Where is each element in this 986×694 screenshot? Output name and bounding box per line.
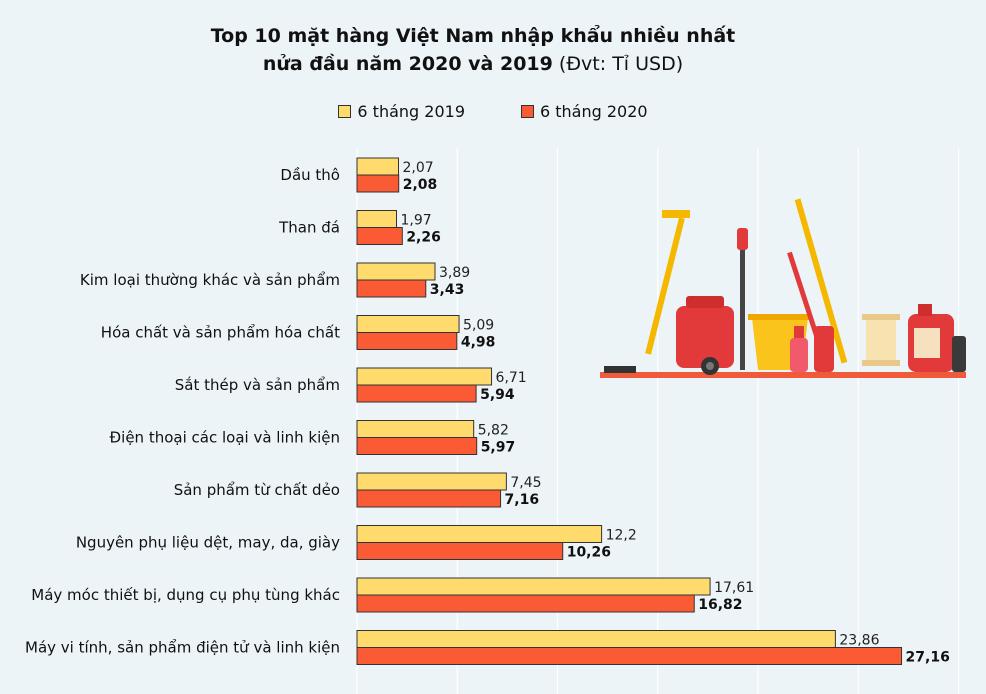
category-label: Sắt thép và sản phẩm [175, 376, 340, 394]
category-label: Kim loại thường khác và sản phẩm [80, 271, 340, 289]
bar-2020 [356, 594, 695, 613]
legend-swatch-2020 [521, 105, 534, 118]
bar-2020 [356, 489, 502, 508]
bar-2019 [356, 262, 436, 281]
value-label-2019: 2,07 [403, 160, 434, 176]
legend-item-2020: 6 tháng 2020 [521, 102, 648, 121]
category-label: Máy vi tính, sản phẩm điện tử và linh ki… [25, 639, 340, 657]
value-label-2019: 23,86 [839, 633, 879, 649]
bar-2020 [356, 542, 564, 560]
category-labels: Dầu thô Than đá Kim loại thường khác và sả… [25, 166, 340, 657]
value-label-2019: 5,09 [463, 318, 494, 334]
category-label: Điện thoại các loại và linh kiện [110, 429, 340, 447]
value-label-2019: 7,45 [510, 475, 541, 491]
legend-label-2020: 6 tháng 2020 [540, 102, 648, 121]
value-label-2020: 7,16 [505, 492, 540, 508]
category-label: Nguyên phụ liệu dệt, may, da, giày [76, 534, 340, 552]
bar-2019 [356, 157, 400, 176]
value-label-2020: 5,94 [480, 387, 515, 403]
category-label: Than đá [278, 219, 340, 237]
category-label: Máy móc thiết bị, dụng cụ phụ tùng khác [31, 586, 340, 604]
bar-2019 [356, 472, 507, 491]
bar-2019 [356, 367, 493, 386]
bar-2019 [356, 525, 603, 543]
value-label-2020: 10,26 [567, 545, 611, 561]
bar-2020 [356, 174, 400, 193]
bar-2019 [356, 577, 711, 596]
value-label-2020: 5,97 [481, 440, 516, 456]
value-label-2019: 1,97 [400, 213, 431, 229]
title-line-2: nửa đầu năm 2020 và 2019 [262, 53, 553, 75]
value-label-2019: 6,71 [496, 370, 527, 386]
bar-2019 [356, 630, 836, 648]
value-label-2020: 2,26 [406, 230, 441, 246]
bar-2020 [356, 279, 427, 298]
bar-2019 [356, 210, 397, 228]
bars: 2,072,08 1,972,26 3,893,43 5,094,98 6,715,94… [356, 157, 950, 666]
value-label-2019: 5,82 [478, 423, 509, 439]
bar-2019 [356, 315, 460, 333]
value-label-2019: 17,61 [714, 580, 754, 596]
bar-2020 [356, 437, 478, 455]
value-label-2020: 2,08 [403, 177, 438, 193]
category-label: Dầu thô [280, 166, 340, 184]
title-unit: (Đvt: Tỉ USD) [558, 53, 684, 75]
value-label-2020: 27,16 [906, 650, 950, 666]
legend-item-2019: 6 tháng 2019 [338, 102, 465, 121]
value-label-2020: 16,82 [698, 597, 742, 613]
cleaning-tools-illustration [600, 198, 966, 378]
value-label-2020: 3,43 [430, 282, 465, 298]
bar-2020 [356, 384, 477, 403]
value-label-2019: 12,2 [606, 528, 637, 544]
bar-2020 [356, 227, 403, 245]
value-label-2020: 4,98 [461, 335, 496, 351]
category-label: Sản phẩm từ chất dẻo [174, 481, 340, 499]
bar-2019 [356, 420, 475, 438]
title-line-1: Top 10 mặt hàng Việt Nam nhập khẩu nhiều… [210, 25, 736, 47]
bar-2020 [356, 647, 903, 665]
chart-title: Top 10 mặt hàng Việt Nam nhập khẩu nhiều… [0, 22, 946, 78]
legend-label-2019: 6 tháng 2019 [357, 102, 465, 121]
value-label-2019: 3,89 [439, 265, 470, 281]
bar-2020 [356, 332, 458, 350]
legend-swatch-2019 [338, 105, 352, 118]
category-label: Hóa chất và sản phẩm hóa chất [101, 324, 340, 342]
legend: 6 tháng 2019 6 tháng 2020 [0, 102, 986, 121]
